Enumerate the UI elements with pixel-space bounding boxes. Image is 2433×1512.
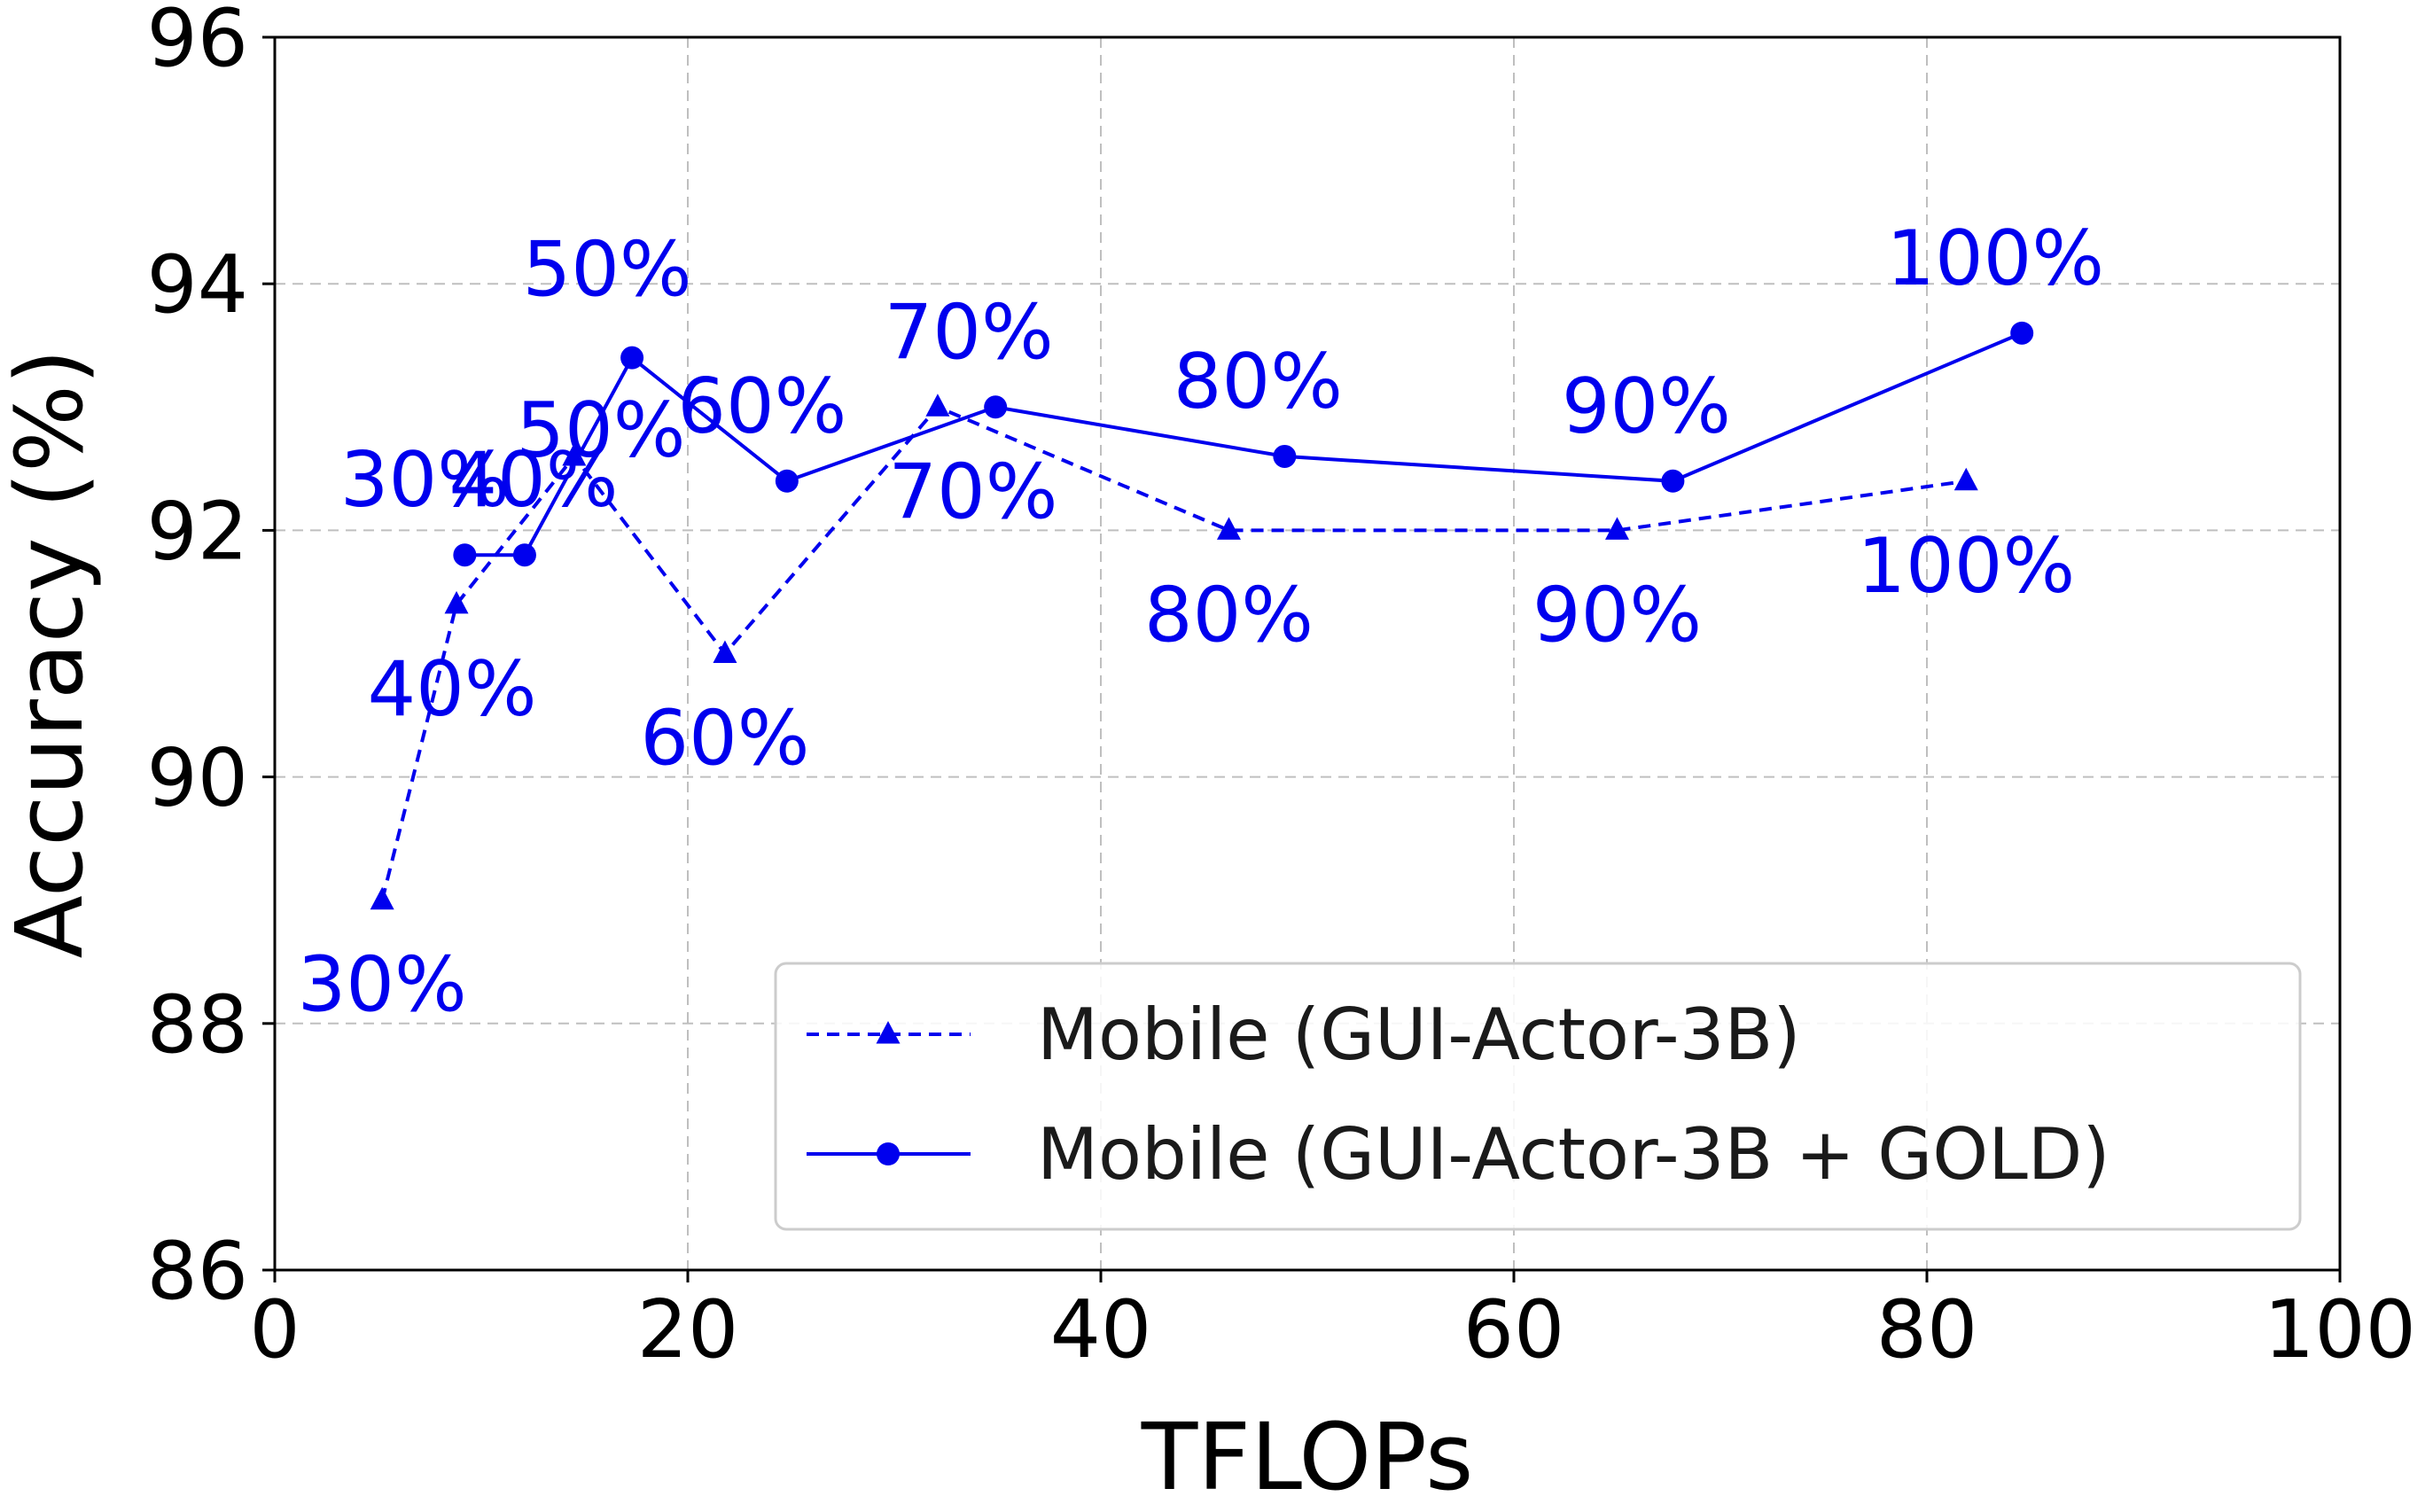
triangle-marker (1216, 517, 1241, 540)
y-tick-label: 92 (146, 485, 248, 578)
axis-ticks: 0 20 40 60 80 100 86 88 90 92 94 96 (146, 0, 2415, 1376)
circle-marker (2010, 321, 2034, 345)
point-label: 100% (1886, 214, 2104, 303)
triangle-marker (1605, 517, 1629, 540)
point-label: 60% (640, 695, 809, 783)
point-labels: 30%40%50%60%70%80% 90%100%30%40%50%60%70%… (298, 214, 2105, 1030)
point-label: 40% (448, 436, 618, 525)
x-tick-label: 60 (1463, 1283, 1565, 1376)
point-label: 30% (340, 436, 510, 525)
legend-triangle-marker (876, 1021, 901, 1044)
circle-marker (1661, 469, 1685, 493)
circle-marker (453, 543, 477, 567)
point-label: 40% (367, 645, 536, 734)
series-line-gold (464, 331, 2023, 557)
triangle-marker (562, 442, 587, 466)
y-tick-label: 88 (146, 978, 248, 1072)
point-label: 90% (1532, 571, 1702, 659)
y-tick-label: 94 (146, 238, 248, 331)
point-label: 90% (1562, 362, 1731, 451)
legend-entry-label: Mobile (GUI-Actor-3B) (1037, 994, 1801, 1076)
x-tick-label: 0 (249, 1283, 300, 1376)
point-label: 70% (885, 288, 1054, 377)
point-label: 80% (1144, 571, 1314, 659)
point-label: 100% (1857, 522, 2075, 611)
x-tick-label: 80 (1876, 1283, 1978, 1376)
circle-marker (1273, 444, 1297, 468)
x-axis-label: TFLOPs (1141, 1403, 1474, 1511)
triangle-marker (370, 886, 394, 910)
x-tick-label: 20 (637, 1283, 739, 1376)
point-label: 70% (888, 448, 1057, 536)
triangle-marker (1953, 467, 1978, 491)
y-tick-label: 96 (146, 0, 248, 85)
point-label: 60% (677, 362, 846, 451)
series-line-baseline (380, 404, 1967, 901)
triangle-marker (713, 640, 737, 663)
triangle-marker (444, 590, 469, 614)
circle-marker (512, 543, 536, 567)
point-label: 30% (298, 941, 467, 1030)
point-label: 80% (1174, 338, 1343, 426)
circle-marker (775, 469, 799, 493)
triangle-marker (925, 394, 950, 417)
legend-circle-marker (877, 1142, 900, 1165)
point-label: 50% (516, 386, 685, 475)
plot-series (370, 321, 2034, 910)
y-tick-label: 86 (146, 1225, 248, 1318)
legend: Mobile (GUI-Actor-3B) Mobile (GUI-Actor-3… (774, 962, 2302, 1231)
circle-marker (620, 346, 644, 370)
legend-box (774, 962, 2302, 1231)
point-label: 50% (523, 226, 692, 315)
circle-marker (984, 395, 1008, 419)
x-tick-label: 100 (2264, 1283, 2416, 1376)
y-tick-label: 90 (146, 732, 248, 825)
legend-entry-label: Mobile (GUI-Actor-3B + GOLD) (1037, 1113, 2110, 1196)
x-tick-label: 40 (1050, 1283, 1152, 1376)
plot-frame (273, 35, 2342, 1272)
y-axis-label: Accuracy (%) (0, 349, 104, 959)
